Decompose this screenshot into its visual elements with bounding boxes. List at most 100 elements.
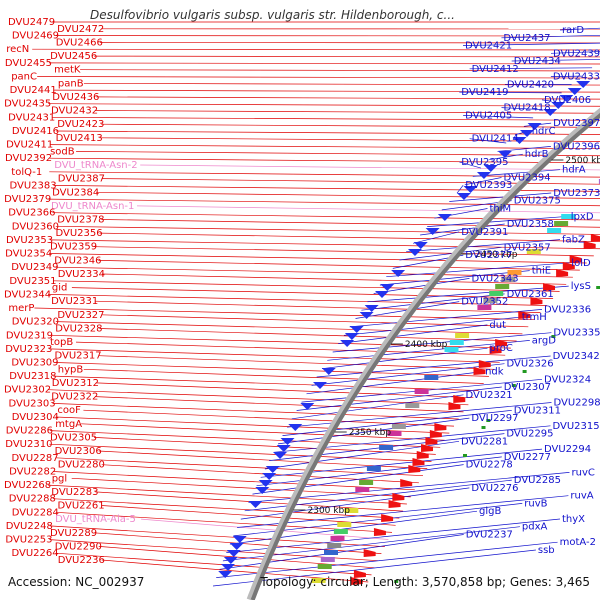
gene-label-right[interactable]: DVU2421 <box>465 41 512 52</box>
gene-label-right[interactable]: DVU2237 <box>466 530 513 541</box>
gene-label-right[interactable]: DVU2395 <box>461 157 508 168</box>
gene-label-left[interactable]: DVU2378 <box>57 215 104 226</box>
gene-label-left[interactable]: DVU2317 <box>55 351 102 362</box>
gene-label-right[interactable]: DVU2342 <box>553 351 600 362</box>
forward-gene-arrow[interactable] <box>374 528 386 536</box>
gene-label-right[interactable]: DVU2278 <box>466 460 513 471</box>
feature-block[interactable] <box>405 403 419 408</box>
gene-label-right[interactable]: DVU2311 <box>514 405 561 416</box>
gene-label-right[interactable]: DVU2375 <box>514 196 561 207</box>
gene-label-right[interactable]: ssb <box>538 545 555 556</box>
gene-label-right[interactable]: DVU2285 <box>514 475 561 486</box>
feature-block[interactable] <box>337 522 351 527</box>
feature-block[interactable] <box>554 221 568 226</box>
feature-block[interactable] <box>324 550 338 555</box>
gene-label-right[interactable]: DVU2336 <box>544 304 591 315</box>
gene-label-right[interactable]: thiM <box>490 204 512 215</box>
reverse-gene-arrow[interactable] <box>230 543 244 550</box>
gene-label-right[interactable]: lysS <box>571 281 591 292</box>
gene-label-left[interactable]: DVU2455 <box>5 58 52 69</box>
feature-block[interactable] <box>489 291 503 296</box>
gene-label-left[interactable]: DVU2312 <box>52 378 99 389</box>
gene-label-left[interactable]: DVU2303 <box>9 398 56 409</box>
gene-label-left[interactable]: DVU2304 <box>12 412 59 423</box>
gene-label-left[interactable]: DVU2319 <box>6 330 53 341</box>
gene-label-left[interactable]: DVU2283 <box>51 487 98 498</box>
gene-label-left[interactable]: DVU2289 <box>50 528 97 539</box>
gene-label-right[interactable]: lpxD <box>571 211 594 222</box>
forward-gene-arrow[interactable] <box>381 514 393 522</box>
gene-label-right[interactable]: trmH <box>522 312 547 323</box>
gene-label-right[interactable]: motA-2 <box>560 537 596 548</box>
forward-gene-arrow[interactable] <box>364 549 376 557</box>
forward-gene-arrow[interactable] <box>425 437 437 445</box>
gene-label-left[interactable]: DVU2432 <box>51 106 98 117</box>
gene-label-left[interactable]: DVU2379 <box>4 194 51 205</box>
gene-label-left[interactable]: DVU2287 <box>12 453 59 464</box>
forward-gene-arrow[interactable] <box>400 479 412 487</box>
gene-label-right[interactable]: DVU2321 <box>466 390 513 401</box>
gene-label-right[interactable]: DVU2377 <box>465 250 512 261</box>
gene-label-left[interactable]: hypB <box>58 364 84 375</box>
gene-label-left[interactable]: DVU2327 <box>57 310 104 321</box>
gene-label-right[interactable]: DVU2419 <box>461 87 508 98</box>
gene-label-left[interactable]: DVU2413 <box>56 133 103 144</box>
forward-gene-arrow[interactable] <box>474 367 486 375</box>
gene-label-left[interactable]: DVU2284 <box>12 507 59 518</box>
forward-gene-arrow[interactable] <box>389 500 401 508</box>
feature-block[interactable] <box>367 466 381 471</box>
gene-label-left[interactable]: DVU2411 <box>6 140 53 151</box>
forward-gene-arrow[interactable] <box>412 458 424 466</box>
gene-label-right[interactable]: ndk <box>485 367 504 378</box>
feature-block[interactable] <box>392 424 406 429</box>
gene-label-left[interactable]: DVU2320 <box>12 317 59 328</box>
gene-label-right[interactable]: DVU2326 <box>507 359 554 370</box>
forward-gene-arrow[interactable] <box>448 402 460 410</box>
gene-label-left[interactable]: DVU2322 <box>51 392 98 403</box>
gene-label-right[interactable]: hdrC <box>532 126 556 137</box>
gene-label-right[interactable]: DVU2294 <box>544 444 591 455</box>
gene-label-left[interactable]: DVU_tRNA-Ala-5 <box>55 514 136 525</box>
gene-label-left[interactable]: DVU2310 <box>5 439 52 450</box>
forward-gene-arrow[interactable] <box>417 451 429 459</box>
feature-block[interactable] <box>327 543 341 548</box>
gene-label-right[interactable]: pdxA <box>522 522 548 533</box>
gene-label-right[interactable]: DVU2352 <box>461 297 508 308</box>
gene-label-right[interactable]: ruvB <box>524 498 547 509</box>
gene-label-left[interactable]: DVU2469 <box>12 31 59 42</box>
gene-label-left[interactable]: DVU2318 <box>9 371 56 382</box>
reverse-gene-arrow[interactable] <box>266 466 280 473</box>
gene-label-left[interactable]: DVU2282 <box>9 467 56 478</box>
gene-label-left[interactable]: DVU2290 <box>55 541 102 552</box>
gene-label-left[interactable]: DVU2236 <box>58 555 105 566</box>
gene-label-left[interactable]: DVU_tRNA-Asn-1 <box>51 201 134 212</box>
gene-label-left[interactable]: DVU2354 <box>5 249 52 260</box>
feature-block[interactable] <box>359 480 373 485</box>
gene-label-left[interactable]: DVU2456 <box>50 51 97 62</box>
forward-gene-arrow[interactable] <box>591 234 600 242</box>
gene-label-left[interactable]: DVU2392 <box>5 153 52 164</box>
gene-label-left[interactable]: DVU2436 <box>52 92 99 103</box>
feature-block[interactable] <box>415 389 429 394</box>
gene-label-right[interactable]: DVU2396 <box>553 141 600 152</box>
gene-label-right[interactable]: DVU2433 <box>553 72 600 83</box>
feature-block[interactable] <box>321 557 335 562</box>
gene-label-left[interactable]: DVU2349 <box>11 262 58 273</box>
gene-label-left[interactable]: DVU2359 <box>50 242 97 253</box>
forward-gene-arrow[interactable] <box>408 465 420 473</box>
gene-label-right[interactable]: rarD <box>562 25 584 36</box>
reverse-gene-arrow[interactable] <box>259 480 273 487</box>
gene-label-left[interactable]: DVU2431 <box>8 112 55 123</box>
forward-gene-arrow[interactable] <box>434 423 446 431</box>
gene-label-left[interactable]: DVU2353 <box>6 235 53 246</box>
gene-label-left[interactable]: recN <box>6 44 29 55</box>
gene-label-left[interactable]: gid <box>52 283 67 294</box>
reverse-gene-arrow[interactable] <box>281 438 295 445</box>
gene-label-right[interactable]: dut <box>489 320 506 331</box>
gene-label-right[interactable]: ruvC <box>572 467 595 478</box>
gene-label-left[interactable]: panB <box>58 78 84 89</box>
gene-label-left[interactable]: DVU2351 <box>9 276 56 287</box>
gene-label-right[interactable]: thyX <box>562 514 585 525</box>
gene-label-left[interactable]: DVU2441 <box>10 85 57 96</box>
gene-label-left[interactable]: DVU2334 <box>58 269 105 280</box>
